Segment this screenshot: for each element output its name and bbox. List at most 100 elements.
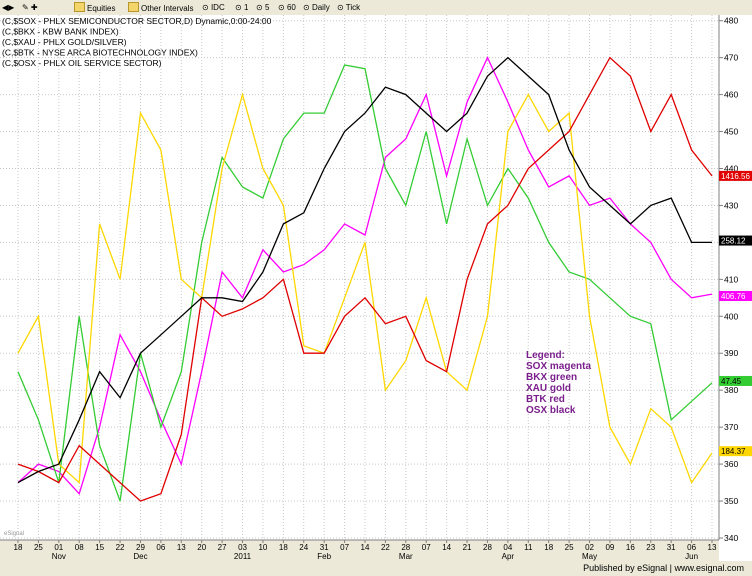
x-tick-label: 11 xyxy=(524,543,533,552)
last-value-label: 406.76 xyxy=(721,292,746,301)
x-tick-label: 31 xyxy=(320,543,329,552)
x-tick-label: 07 xyxy=(340,543,349,552)
last-value-label: 1416.56 xyxy=(721,172,750,181)
last-value-badge xyxy=(719,170,752,181)
folder-icon xyxy=(128,2,139,12)
x-tick-label: 25 xyxy=(565,543,574,552)
last-value-badge xyxy=(719,290,752,301)
x-month-label: Dec xyxy=(133,552,147,561)
x-month-label: May xyxy=(582,552,597,561)
x-tick-label: 07 xyxy=(422,543,431,552)
header-line: (C,$OSX - PHLX OIL SERVICE SECTOR) xyxy=(2,58,162,68)
x-month-label: 2011 xyxy=(234,552,252,561)
last-value-badge xyxy=(719,235,752,246)
y-tick-label: 350 xyxy=(724,496,738,506)
y-tick-label: 470 xyxy=(724,53,738,63)
x-tick-label: 22 xyxy=(116,543,125,552)
legend-entry: XAU gold xyxy=(526,383,571,394)
y-tick-label: 440 xyxy=(724,163,738,173)
header-line: (C,$XAU - PHLX GOLD/SILVER) xyxy=(2,37,127,47)
header-line: (C,$BKX - KBW BANK INDEX) xyxy=(2,27,119,37)
folder-icon xyxy=(74,2,85,12)
last-value-badge xyxy=(719,375,752,386)
x-tick-label: 03 xyxy=(238,543,247,552)
y-tick-label: 400 xyxy=(724,311,738,321)
legend-entry: OSX black xyxy=(526,405,576,416)
toolbar-idc-button[interactable]: ⊙ IDC xyxy=(202,3,225,12)
x-tick-label: 25 xyxy=(34,543,43,552)
last-value-label: 47.45 xyxy=(721,377,742,386)
toolbar-daily-button[interactable]: ⊙ Daily xyxy=(303,3,330,12)
y-tick-label: 370 xyxy=(724,422,738,432)
watermark-logo: eSignal xyxy=(4,531,24,537)
toolbar-tools-icon[interactable]: ✎ ✚ xyxy=(22,3,38,12)
x-tick-label: 31 xyxy=(667,543,676,552)
nav-back-icon[interactable]: ◀▶ xyxy=(2,3,15,12)
x-tick-label: 23 xyxy=(646,543,655,552)
x-tick-label: 18 xyxy=(544,543,553,552)
y-tick-label: 460 xyxy=(724,90,738,100)
x-month-label: Feb xyxy=(317,552,331,561)
legend-entry: BKX green xyxy=(526,372,577,383)
series-line-2 xyxy=(17,92,713,485)
x-tick-label: 06 xyxy=(687,543,696,552)
plot-background xyxy=(0,15,719,540)
x-tick-label: 22 xyxy=(381,543,390,552)
y-tick-label: 360 xyxy=(724,459,738,469)
x-tick-label: 14 xyxy=(361,543,370,552)
y-tick-label: 340 xyxy=(724,533,738,543)
x-tick-label: 28 xyxy=(483,543,492,552)
x-tick-label: 02 xyxy=(585,543,594,552)
x-tick-label: 20 xyxy=(197,543,206,552)
x-tick-label: 18 xyxy=(14,543,23,552)
x-tick-label: 21 xyxy=(463,543,472,552)
toolbar-equities-button[interactable]: Equities xyxy=(74,2,115,13)
toolbar-tick-button[interactable]: ⊙ Tick xyxy=(337,3,361,12)
series-line-3 xyxy=(17,56,713,502)
x-tick-label: 15 xyxy=(95,543,104,552)
y-tick-label: 480 xyxy=(724,16,738,26)
toolbar-60-button[interactable]: ⊙ 60 xyxy=(278,3,296,12)
toolbar-other-intervals-button[interactable]: Other Intervals xyxy=(128,2,193,13)
x-tick-label: 04 xyxy=(503,543,512,552)
toolbar-1-button[interactable]: ⊙ 1 xyxy=(235,3,249,12)
x-tick-label: 06 xyxy=(156,543,165,552)
x-tick-label: 13 xyxy=(177,543,186,552)
x-tick-label: 16 xyxy=(626,543,635,552)
footer-bar: Published by eSignal | www.esignal.com xyxy=(0,561,752,576)
x-tick-label: 01 xyxy=(54,543,63,552)
footer-text: Published by eSignal | www.esignal.com xyxy=(583,563,744,573)
chart-toolbar: ◀▶ ✎ ✚ Equities Other Intervals ⊙ IDC ⊙ … xyxy=(0,0,752,16)
y-tick-label: 380 xyxy=(724,385,738,395)
x-month-label: Apr xyxy=(502,552,515,561)
header-line: (C,$SOX - PHLX SEMICONDUCTOR SECTOR,D) D… xyxy=(2,16,272,26)
x-month-label: Mar xyxy=(399,552,413,561)
legend-entry: BTK red xyxy=(526,394,565,405)
legend-entry: SOX magenta xyxy=(526,361,591,372)
y-tick-label: 430 xyxy=(724,200,738,210)
y-tick-label: 390 xyxy=(724,348,738,358)
x-tick-label: 08 xyxy=(75,543,84,552)
x-tick-label: 18 xyxy=(279,543,288,552)
series-line-1 xyxy=(17,64,713,502)
x-tick-label: 29 xyxy=(136,543,145,552)
series-line-0 xyxy=(17,56,713,495)
chart-area[interactable]: (C,$SOX - PHLX SEMICONDUCTOR SECTOR,D) D… xyxy=(0,15,752,561)
y-axis-panel xyxy=(719,15,752,561)
x-tick-label: 24 xyxy=(299,543,308,552)
last-value-badge xyxy=(719,446,752,457)
y-tick-label: 450 xyxy=(724,127,738,137)
x-tick-label: 10 xyxy=(258,543,267,552)
x-tick-label: 27 xyxy=(218,543,227,552)
x-month-label: Nov xyxy=(52,552,66,561)
x-tick-label: 13 xyxy=(708,543,717,552)
x-tick-label: 14 xyxy=(442,543,451,552)
x-tick-label: 28 xyxy=(401,543,410,552)
legend-entry: Legend: xyxy=(526,350,565,361)
last-value-label: 258.12 xyxy=(721,237,746,246)
toolbar-5-button[interactable]: ⊙ 5 xyxy=(256,3,270,12)
series-line-4 xyxy=(17,56,712,484)
y-tick-label: 410 xyxy=(724,274,738,284)
x-month-label: Jun xyxy=(685,552,698,561)
last-value-label: 184.37 xyxy=(721,447,746,456)
